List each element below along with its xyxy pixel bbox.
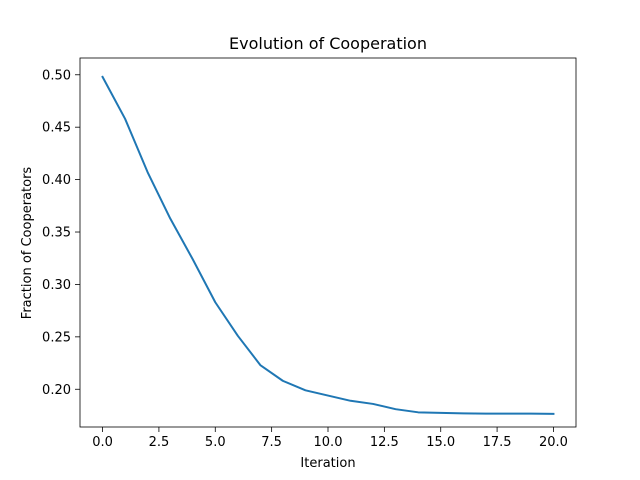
x-tick-label: 5.0	[205, 435, 226, 450]
x-tick-label: 7.5	[261, 435, 282, 450]
y-tick-label: 0.30	[42, 278, 71, 293]
chart-title: Evolution of Cooperation	[229, 34, 427, 53]
y-tick-label: 0.35	[42, 226, 71, 241]
y-tick-label: 0.45	[42, 121, 71, 136]
y-axis-label: Fraction of Cooperators	[20, 167, 35, 320]
x-tick-label: 2.5	[149, 435, 170, 450]
y-tick-label: 0.25	[42, 330, 71, 345]
y-tick-label: 0.40	[42, 173, 71, 188]
y-tick-label: 0.50	[42, 68, 71, 83]
series-layer	[101, 75, 555, 415]
x-tick-label: 12.5	[370, 435, 399, 450]
y-tick-label: 0.20	[42, 383, 71, 398]
x-tick-label: 15.0	[426, 435, 455, 450]
x-tick-label: 20.0	[539, 435, 568, 450]
x-tick-label: 17.5	[483, 435, 512, 450]
series-line-0	[101, 75, 555, 415]
y-axis-ticks: 0.20 0.25 0.30 0.35 0.40 0.45 0.50	[42, 68, 80, 398]
plot-frame	[79, 57, 577, 428]
x-tick-label: 0.0	[92, 435, 113, 450]
x-tick-label: 10.0	[314, 435, 343, 450]
x-axis-label: Iteration	[300, 456, 355, 471]
x-axis-ticks: 0.0 2.5 5.0 7.5 10.0 12.5 15.0 17.5 20.0	[92, 427, 568, 450]
